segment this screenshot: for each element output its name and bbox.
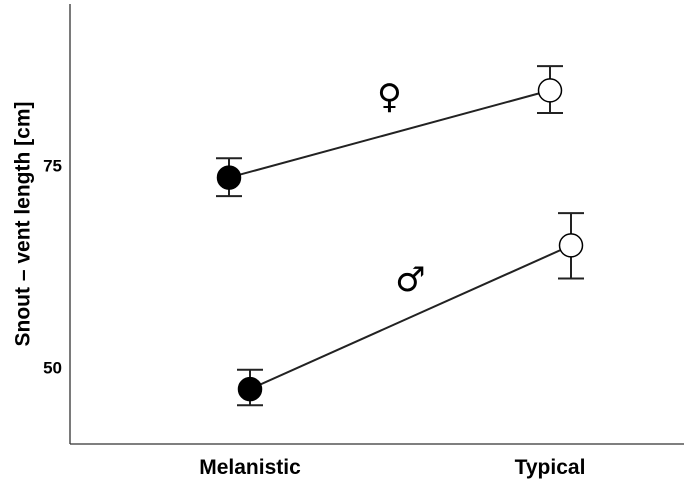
axes <box>69 4 684 445</box>
series-label: ♀ <box>377 77 402 117</box>
y-ticks: 50 75 <box>43 156 62 377</box>
series-line <box>249 244 572 391</box>
data-point <box>216 165 242 190</box>
data-point <box>558 233 584 258</box>
x-category-label: Melanistic <box>199 456 301 479</box>
x-category-label: Typical <box>515 456 586 479</box>
x-categories: Melanistic Typical <box>199 456 585 479</box>
series-line <box>228 89 551 179</box>
series-layer: ♀♂ <box>216 65 584 407</box>
series-group: ♀ <box>216 65 563 198</box>
y-tick-label: 75 <box>43 156 62 175</box>
data-point <box>237 376 263 402</box>
y-axis-title: Snout – vent length [cm] <box>11 101 34 346</box>
y-tick-label: 50 <box>43 358 62 377</box>
data-point <box>537 78 563 103</box>
series-group: ♂ <box>237 212 584 407</box>
series-label: ♂ <box>395 260 425 300</box>
